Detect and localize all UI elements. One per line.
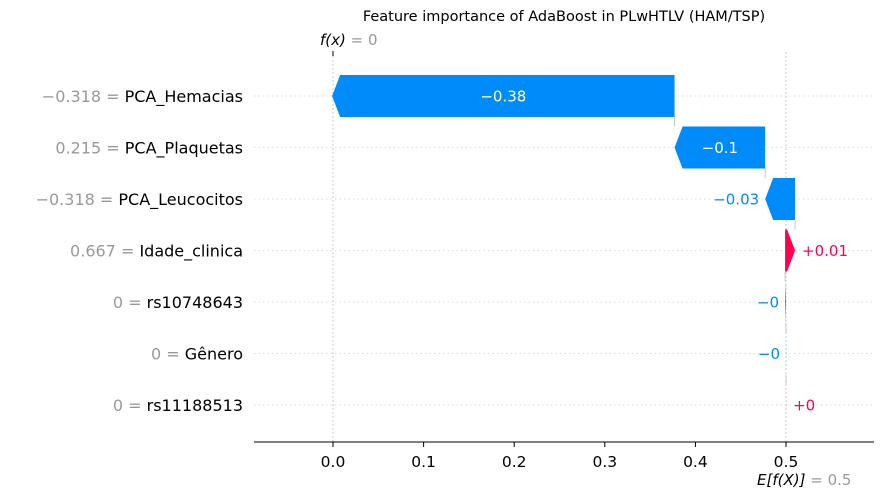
bar-value-label: −0 (758, 345, 780, 363)
bar (785, 229, 796, 272)
feature-label: 0 = Gênero (151, 345, 243, 364)
chart-title: Feature importance of AdaBoost in PLwHTL… (363, 9, 765, 25)
x-tick-label: 0.2 (502, 453, 527, 471)
feature-labels: −0.318 = PCA_Hemacias 0.215 = PCA_Plaquet… (36, 87, 243, 415)
base-label: E[f(X)] (757, 471, 806, 489)
feature-value: 0 = (113, 293, 147, 312)
feature-name: Idade_clinica (139, 242, 243, 262)
base-value: = 0.5 (810, 471, 851, 489)
x-axis: 0.0 0.1 0.2 0.3 0.4 0.5 (254, 51, 874, 471)
feature-label: 0 = rs11188513 (113, 396, 243, 415)
feature-label: 0.215 = PCA_Plaquetas (55, 139, 243, 159)
feature-name: rs11188513 (147, 396, 243, 415)
feature-name: PCA_Hemacias (125, 87, 243, 107)
feature-label: −0.318 = PCA_Leucocitos (36, 190, 243, 210)
output-label: f(x) (320, 31, 346, 49)
bars: −0.38 −0.1 −0.03 +0.01 −0 −0 +0 (332, 75, 848, 426)
bar (332, 75, 675, 117)
row-gridlines (254, 95, 874, 406)
x-tick-label: 0.3 (592, 453, 617, 471)
bar-value-label: −0.03 (713, 191, 759, 209)
bar-value-label: +0 (793, 397, 815, 415)
bar (765, 178, 796, 220)
feature-label: −0.318 = PCA_Hemacias (42, 87, 243, 107)
x-tick-label: 0.5 (774, 453, 799, 471)
feature-value: 0 = (113, 396, 147, 415)
bar-value-label: −0.1 (702, 139, 738, 157)
output-value-label: f(x) = 0 (320, 31, 378, 49)
feature-name: PCA_Leucocitos (118, 190, 243, 210)
bar (785, 281, 786, 323)
feature-label: 0.667 = Idade_clinica (70, 242, 243, 262)
bar-value-label: +0.01 (802, 242, 848, 260)
bar-value-label: −0 (757, 294, 779, 312)
feature-name: rs10748643 (147, 293, 243, 312)
feature-value: 0 = (151, 345, 185, 364)
feature-name: PCA_Plaquetas (125, 139, 243, 159)
bar (674, 126, 766, 169)
output-value: = 0 (351, 31, 378, 49)
feature-name: Gênero (185, 345, 243, 364)
feature-value: −0.318 = (36, 190, 119, 209)
bar-value-label: −0.38 (480, 88, 526, 106)
feature-value: 0.215 = (55, 139, 124, 158)
base-value-label: E[f(X)] = 0.5 (757, 471, 851, 489)
x-tick-label: 0.1 (411, 453, 436, 471)
feature-value: −0.318 = (42, 87, 125, 106)
feature-value: 0.667 = (70, 242, 139, 261)
feature-label: 0 = rs10748643 (113, 293, 243, 312)
x-tick-label: 0.4 (683, 453, 708, 471)
x-tick-label: 0.0 (321, 453, 346, 471)
